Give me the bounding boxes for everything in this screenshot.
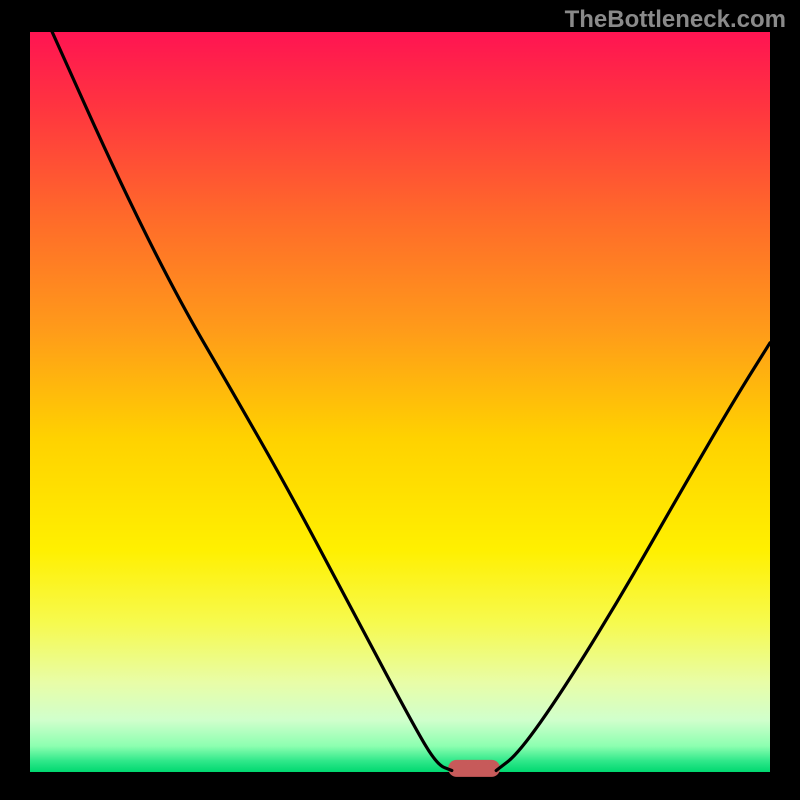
curve-right-branch: [496, 343, 770, 771]
bottleneck-curve: [30, 32, 770, 772]
watermark-text: TheBottleneck.com: [565, 6, 786, 34]
plot-area: [30, 32, 770, 772]
bottleneck-chart: TheBottleneck.com: [0, 0, 800, 800]
curve-left-branch: [52, 32, 452, 771]
